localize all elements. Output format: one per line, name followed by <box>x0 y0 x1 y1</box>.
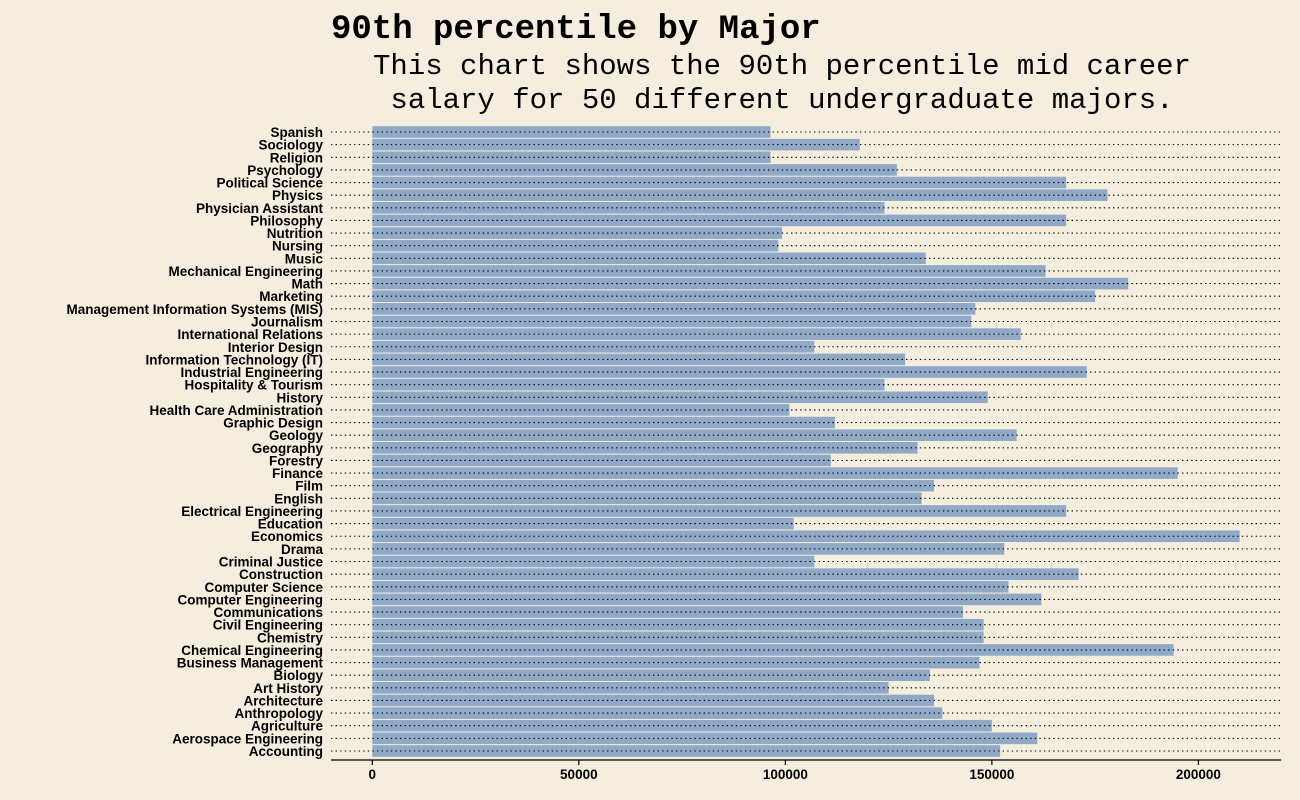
bar <box>372 517 794 530</box>
category-label: Architecture <box>243 693 323 708</box>
category-label: Chemistry <box>257 630 324 645</box>
bar <box>372 303 976 315</box>
bar <box>372 454 831 467</box>
category-label: Aerospace Engineering <box>172 731 323 746</box>
x-tick-label: 50000 <box>560 767 598 782</box>
bar <box>372 593 1042 606</box>
bar <box>372 378 885 391</box>
bar <box>372 227 783 239</box>
x-tick-label: 100000 <box>763 767 808 782</box>
category-label: Journalism <box>251 314 323 329</box>
category-label: Nursing <box>272 239 323 254</box>
bar <box>372 467 1178 479</box>
category-label: Forestry <box>269 453 324 468</box>
category-label: Spanish <box>270 125 323 140</box>
category-label: Economics <box>251 529 323 544</box>
category-label: Finance <box>272 466 324 481</box>
bar <box>372 404 790 416</box>
category-label: Biology <box>274 668 324 683</box>
bar <box>372 505 1067 517</box>
category-label: Physics <box>272 188 323 203</box>
category-label: Industrial Engineering <box>180 365 323 380</box>
category-label: Math <box>292 277 324 292</box>
category-label: Chemical Engineering <box>181 643 323 658</box>
category-label: Construction <box>239 567 323 582</box>
x-tick-label: 150000 <box>969 767 1014 782</box>
category-label: Criminal Justice <box>219 555 324 570</box>
category-label: Art History <box>253 681 323 696</box>
category-label: Computer Engineering <box>177 592 323 607</box>
category-label: Management Information Systems (MIS) <box>66 302 323 317</box>
x-axis: 0 50000 100000 150000 200000 <box>331 759 1281 782</box>
category-label: International Relations <box>177 327 323 342</box>
category-label: Philosophy <box>250 213 323 228</box>
category-label: Computer Science <box>204 580 323 595</box>
bar <box>372 189 1108 201</box>
category-label: Communications <box>213 605 323 620</box>
bar <box>372 201 885 214</box>
category-label: Business Management <box>177 656 324 671</box>
bar <box>372 568 1079 580</box>
bar <box>372 328 1021 340</box>
x-tick-label: 200000 <box>1176 767 1221 782</box>
category-label: English <box>274 491 323 506</box>
category-label: Agriculture <box>251 719 324 734</box>
category-label: Political Science <box>216 176 323 191</box>
bar <box>372 707 943 719</box>
category-label: Film <box>295 479 323 494</box>
category-labels: SpanishSociologyReligionPsychologyPoliti… <box>66 125 323 759</box>
category-label: Information Technology (IT) <box>146 352 323 367</box>
chart-subtitle: This chart shows the 90th percentile mid… <box>373 50 1191 117</box>
bar <box>372 492 922 505</box>
bar <box>372 290 1096 303</box>
bar <box>372 176 1067 189</box>
category-label: Sociology <box>258 138 323 153</box>
bar <box>372 391 988 404</box>
category-label: Mechanical Engineering <box>168 264 323 279</box>
category-label: Hospitality & Tourism <box>184 378 323 393</box>
category-label: Drama <box>281 542 324 557</box>
category-label: Graphic Design <box>223 416 323 431</box>
bar <box>372 631 984 644</box>
category-label: Physician Assistant <box>196 201 324 216</box>
bar <box>372 353 906 366</box>
category-label: Religion <box>270 150 323 165</box>
bar <box>372 214 1067 227</box>
category-label: History <box>276 390 323 405</box>
category-label: Nutrition <box>267 226 323 241</box>
category-label: Electrical Engineering <box>181 504 323 519</box>
category-label: Interior Design <box>228 340 323 355</box>
bar <box>372 719 992 732</box>
category-label: Civil Engineering <box>213 618 323 633</box>
bar <box>372 669 930 682</box>
category-label: Anthropology <box>235 706 324 721</box>
bar <box>372 366 1087 378</box>
bar <box>372 656 980 669</box>
bar <box>372 138 860 151</box>
category-label: Psychology <box>247 163 323 178</box>
grid-lines <box>331 131 1281 752</box>
category-label: Music <box>285 251 324 266</box>
category-label: Geography <box>252 441 324 456</box>
category-label: Education <box>258 517 323 532</box>
category-label: Health Care Administration <box>149 403 323 418</box>
category-label: Accounting <box>249 744 323 759</box>
category-label: Marketing <box>259 289 323 304</box>
x-tick-label: 0 <box>369 767 377 782</box>
bar <box>372 543 1005 555</box>
bar <box>372 618 984 631</box>
bar <box>372 164 897 176</box>
chart-title: 90th percentile by Major <box>331 11 821 49</box>
category-label: Geology <box>269 428 323 443</box>
